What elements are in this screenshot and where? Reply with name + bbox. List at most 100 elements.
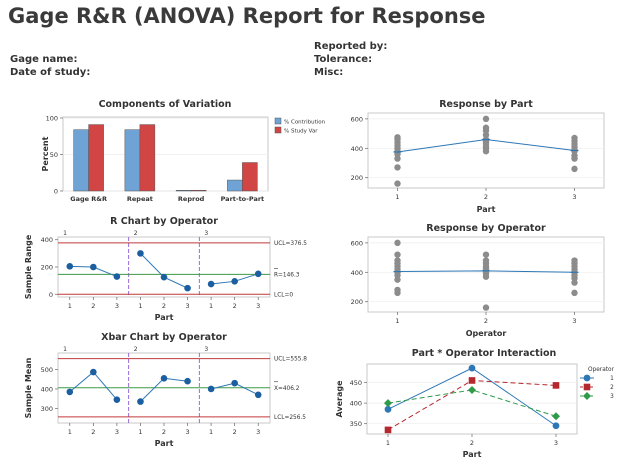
r-chart-ucl-label: UCL=376.5: [274, 241, 307, 247]
report-title: Gage R&R (ANOVA) Report for Response: [8, 4, 486, 28]
bar-contribution: [175, 190, 192, 192]
xbar-chart-data-point: [160, 374, 168, 382]
interaction-x-tick-label: 2: [470, 439, 474, 447]
interaction-data-point: [384, 405, 392, 413]
response-by-part-y-tick-label: 200: [351, 174, 363, 182]
response-by-part-data-point: [394, 180, 401, 187]
interaction-x-axis-label: Part: [463, 450, 482, 459]
interaction-title: Part * Operator Interaction: [412, 348, 557, 359]
xbar-chart-data-point: [184, 377, 191, 385]
misc-label: Misc:: [314, 67, 344, 78]
response-by-part-data-point: [571, 165, 578, 173]
response-by-operator-title: Response by Operator: [426, 223, 546, 234]
r-chart-y-tick-label: 0: [49, 291, 53, 299]
xbar-chart-data-line: [140, 377, 188, 402]
r-chart-data-point: [231, 278, 238, 285]
response-by-part-data-point: [571, 152, 578, 159]
r-chart-operator-label: 3: [204, 230, 208, 237]
xbar-chart-data-point: [207, 385, 215, 393]
components-y-tick-label: 50: [50, 151, 58, 159]
r-chart-data-point: [207, 280, 215, 288]
r-chart-data-point: [160, 273, 168, 281]
r-chart-data-point: [184, 284, 191, 292]
r-chart-data-point: [254, 270, 262, 278]
interaction-y-axis-label: Average: [335, 380, 344, 418]
reported-by-label: Reported by:: [314, 41, 388, 52]
xbar-chart-x-axis-label: Part: [155, 439, 174, 448]
response-by-operator-data-point: [482, 257, 490, 264]
response-by-operator-data-point: [394, 276, 401, 283]
r-chart-x-tick-label: 3: [256, 302, 260, 310]
response-by-operator-data-point: [571, 289, 578, 297]
response-by-operator-data-point: [394, 251, 401, 258]
xbar-chart-y-tick-label: 300: [41, 405, 53, 413]
r-chart-x-tick-label: 3: [185, 302, 189, 310]
response-by-part-data-point: [394, 134, 401, 141]
response-by-part-y-tick-label: 600: [351, 115, 363, 123]
response-by-operator-x-tick-label: 2: [484, 317, 488, 325]
legend-swatch: [274, 117, 282, 125]
interaction-data-point: [384, 399, 392, 408]
r-chart-operator-label: 2: [134, 230, 138, 237]
interaction-x-tick-label: 3: [554, 439, 558, 447]
components-y-axis-label: Percent: [41, 136, 50, 171]
xbar-chart-x-tick-label: 2: [91, 428, 95, 436]
date-of-study-label: Date of study:: [10, 67, 91, 78]
components-title: Components of Variation: [99, 99, 232, 110]
response-by-part-data-point: [394, 164, 401, 171]
xbar-chart-lcl-label: LCL=256.5: [274, 415, 306, 421]
xbar-chart-x-tick-label: 3: [185, 428, 189, 436]
components-legend-label: % Study Var: [284, 129, 318, 135]
bar-contribution: [124, 129, 141, 192]
interaction-legend-marker: [583, 374, 591, 382]
components-y-tick-label: 0: [54, 188, 58, 196]
r-chart-x-tick-label: 1: [138, 302, 142, 310]
interaction-legend-marker: [583, 383, 591, 391]
xbar-chart-y-tick-label: 400: [41, 385, 53, 393]
xbar-chart-data-point: [66, 388, 74, 396]
bar-contribution: [73, 129, 89, 192]
interaction-series-line: [387, 389, 557, 417]
xbar-chart-data-point: [137, 398, 144, 405]
interaction-legend-label: 3: [610, 394, 614, 400]
xbar-chart-center-label: X=406.2: [274, 386, 300, 392]
interaction-legend-marker: [583, 392, 591, 400]
report-fields-left: Gage name: Date of study:: [10, 53, 90, 79]
components-x-tick-label: Repeat: [127, 195, 153, 203]
components-x-tick-label: Reprod: [178, 195, 205, 203]
r-chart-data-line: [140, 253, 188, 289]
r-chart-operator-label: 1: [63, 230, 67, 237]
response-by-operator-x-tick-label: 3: [572, 317, 576, 325]
xbar-chart-x-tick-label: 1: [138, 428, 142, 436]
response-by-operator-data-point: [394, 286, 401, 294]
xbar-chart-x-tick-label: 1: [68, 428, 72, 436]
interaction-legend-label: 2: [610, 385, 614, 391]
components-y-tick-label: 100: [46, 115, 58, 123]
bar-study-var: [139, 124, 156, 192]
tolerance-label: Tolerance:: [314, 54, 373, 65]
r-chart-x-tick-label: 3: [115, 302, 119, 310]
interaction-series-line: [387, 367, 557, 427]
bar-study-var: [88, 124, 104, 192]
response-by-part-data-point: [394, 155, 401, 162]
response-by-part-x-axis-label: Part: [477, 205, 496, 214]
response-by-operator-data-point: [482, 251, 490, 258]
xbar-chart-x-tick-label: 3: [256, 428, 260, 436]
response-by-part-x-tick-label: 2: [484, 193, 488, 201]
xbar-chart-title: Xbar Chart by Operator: [101, 332, 227, 343]
bar-study-var: [242, 162, 258, 192]
xbar-chart-data-point: [254, 391, 262, 399]
interaction-y-tick-label: 350: [350, 420, 362, 428]
xbar-chart-operator-label: 3: [204, 346, 208, 353]
response-by-operator-y-tick-label: 400: [351, 269, 363, 277]
r-chart-x-tick-label: 2: [91, 302, 95, 310]
xbar-chart-x-tick-label: 2: [162, 428, 166, 436]
components-x-tick-label: Part-to-Part: [221, 195, 265, 203]
r-chart-y-tick-label: 200: [41, 264, 53, 272]
response-by-operator-data-point: [394, 257, 401, 264]
r-chart-lcl-label: LCL=0: [274, 292, 293, 298]
response-by-operator-data-point: [571, 279, 578, 286]
response-by-operator-data-point: [394, 239, 401, 247]
interaction-y-tick-label: 400: [350, 400, 362, 408]
response-by-operator-data-point: [482, 304, 490, 311]
